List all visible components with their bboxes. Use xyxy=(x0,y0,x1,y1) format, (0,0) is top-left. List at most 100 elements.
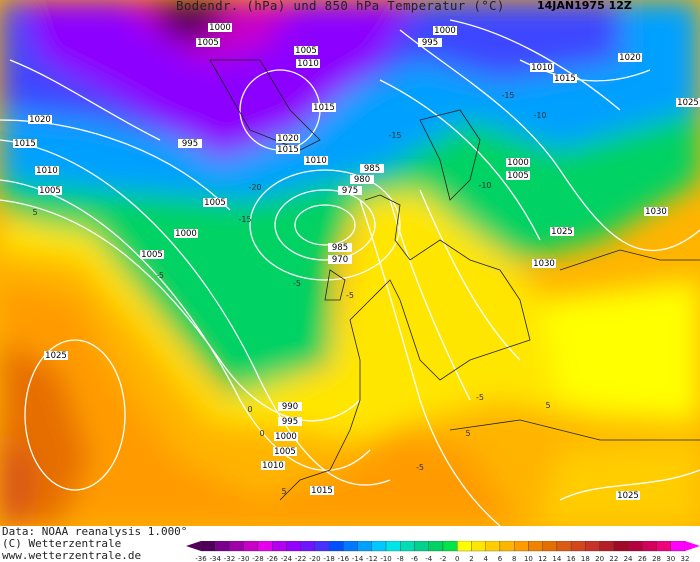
svg-text:1015: 1015 xyxy=(277,145,299,155)
legend-swatch xyxy=(485,541,501,552)
temperature-label: 5 xyxy=(545,401,550,410)
svg-text:975: 975 xyxy=(342,186,358,196)
legend-tick-label: 2 xyxy=(469,555,473,562)
svg-text:1005: 1005 xyxy=(204,198,226,208)
temperature-label: -5 xyxy=(346,291,354,300)
legend-swatch xyxy=(328,541,344,552)
isobar-label: 1005 xyxy=(203,198,227,208)
legend-tick-label: -8 xyxy=(397,555,404,562)
isobar-label: 1015 xyxy=(312,103,336,113)
isobar-label: 1005 xyxy=(38,186,62,196)
temperature-label: 5 xyxy=(32,208,37,217)
legend-swatch xyxy=(343,541,358,552)
isobar-label: 1000 xyxy=(506,158,530,168)
legend-tick-label: 10 xyxy=(524,555,533,562)
legend-tick-label: -6 xyxy=(411,555,419,562)
svg-text:1005: 1005 xyxy=(141,250,163,260)
temperature-label: -15 xyxy=(501,91,514,100)
legend-tick-label: 18 xyxy=(581,555,590,562)
legend-swatch xyxy=(300,541,316,552)
legend-swatch xyxy=(257,541,273,552)
legend-tick-label: 6 xyxy=(498,555,503,562)
data-source: Data: NOAA reanalysis 1.000° xyxy=(2,525,188,538)
isobar-label: 1005 xyxy=(294,46,318,56)
legend-swatch xyxy=(613,541,629,552)
svg-text:985: 985 xyxy=(332,243,348,253)
isobar-label: 1010 xyxy=(296,59,320,69)
svg-text:1020: 1020 xyxy=(277,134,299,144)
svg-text:1020: 1020 xyxy=(619,53,641,63)
isobar-label: 985 xyxy=(328,243,352,253)
legend-swatch xyxy=(599,541,614,552)
legend-tick-label: 12 xyxy=(538,555,547,562)
isobar-label: 1000 xyxy=(433,26,457,36)
isobar-label: 1020 xyxy=(28,115,52,125)
temperature-label: -10 xyxy=(478,181,491,190)
svg-text:1005: 1005 xyxy=(39,186,61,196)
isobar-label: 1000 xyxy=(174,229,198,239)
isobar-label: 1030 xyxy=(532,259,556,269)
svg-text:1015: 1015 xyxy=(313,103,335,113)
svg-text:1005: 1005 xyxy=(295,46,317,56)
legend-swatch xyxy=(457,541,472,552)
legend-swatch xyxy=(528,541,543,552)
temperature-label: 5 xyxy=(465,429,470,438)
legend-tick-label: -4 xyxy=(425,555,433,562)
svg-text:1000: 1000 xyxy=(507,158,529,168)
legend-swatch xyxy=(499,541,515,552)
legend-swatch xyxy=(414,541,429,552)
isobar-label: 1005 xyxy=(273,447,297,457)
legend-swatch xyxy=(243,541,259,552)
svg-text:1000: 1000 xyxy=(275,432,297,442)
svg-text:1010: 1010 xyxy=(262,461,284,471)
isobar-label: 1015 xyxy=(553,74,577,84)
temperature-label: 5 xyxy=(281,487,286,496)
temperature-field xyxy=(0,0,700,526)
legend-swatch xyxy=(286,541,301,552)
legend-swatch xyxy=(400,541,415,552)
legend-tick-label: -16 xyxy=(338,555,350,562)
svg-text:1010: 1010 xyxy=(36,166,58,176)
temperature-label: 0 xyxy=(247,405,252,414)
isobar-label: 995 xyxy=(278,417,302,427)
isobar-label: 1030 xyxy=(644,207,668,217)
legend-swatch xyxy=(442,541,458,552)
isobar-label: 1015 xyxy=(310,486,334,496)
isobar-label: 1005 xyxy=(196,38,220,48)
legend-tick-label: 32 xyxy=(681,555,690,562)
isobar-label: 985 xyxy=(360,164,384,174)
svg-text:980: 980 xyxy=(354,175,370,185)
isobar-label: 1000 xyxy=(274,432,298,442)
legend-swatch xyxy=(357,541,372,552)
legend-tick-label: 20 xyxy=(595,555,604,562)
legend-tick-label: -26 xyxy=(266,555,278,562)
legend-swatch xyxy=(471,541,486,552)
isobar-label: 1020 xyxy=(276,134,300,144)
legend-tick-label: -14 xyxy=(352,555,364,562)
isobar-label: 1005 xyxy=(506,171,530,181)
legend-swatch xyxy=(428,541,444,552)
temperature-label: -20 xyxy=(248,183,261,192)
svg-text:985: 985 xyxy=(364,164,380,174)
legend-tick-label: 26 xyxy=(638,555,647,562)
legend-tick-label: 28 xyxy=(652,555,661,562)
legend-arrow-high xyxy=(685,541,700,551)
isobar-label: 1025 xyxy=(550,227,574,237)
isobar-label: 1025 xyxy=(616,491,640,501)
isobar-label: 995 xyxy=(418,38,442,48)
website-link[interactable]: www.wetterzentrale.de xyxy=(2,549,142,562)
legend-swatch xyxy=(200,541,216,552)
legend-swatch xyxy=(642,541,657,552)
temperature-label: 0 xyxy=(259,429,264,438)
legend-tick-label: -36 xyxy=(195,555,207,562)
legend-tick-label: -24 xyxy=(281,555,293,562)
temperature-label: -5 xyxy=(293,279,301,288)
svg-text:1025: 1025 xyxy=(617,491,639,501)
isobar-label: 970 xyxy=(328,255,352,265)
svg-text:995: 995 xyxy=(182,139,198,149)
svg-text:1010: 1010 xyxy=(305,156,327,166)
legend-tick-label: -32 xyxy=(224,555,235,562)
legend-swatch xyxy=(556,541,572,552)
legend-tick-label: -20 xyxy=(309,555,320,562)
isobar-label-layer: 1000100510051010995100010101015102010251… xyxy=(13,23,700,501)
